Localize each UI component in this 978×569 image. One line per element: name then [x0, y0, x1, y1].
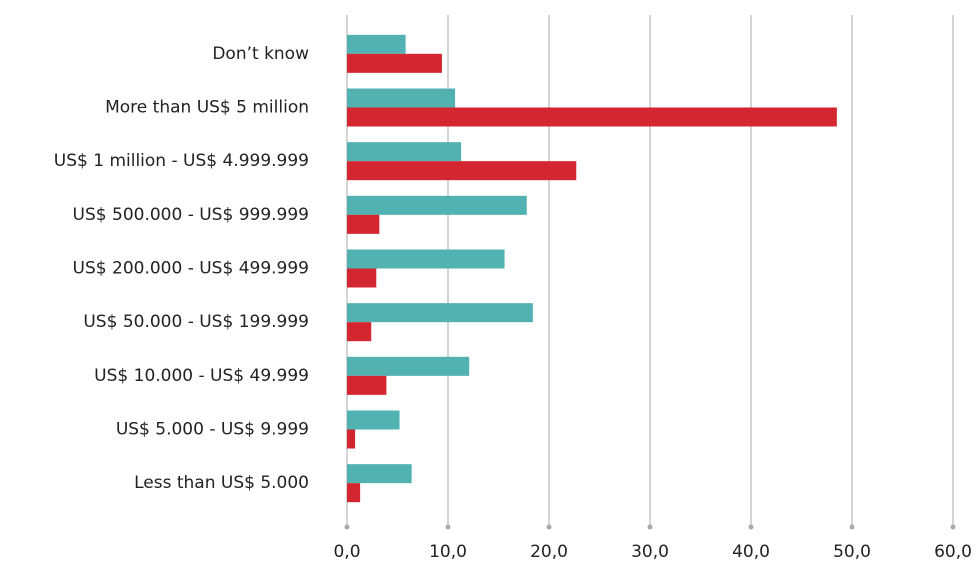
- bar: [347, 322, 372, 342]
- tick-dot: [849, 524, 855, 530]
- y-tick-label: US$ 10.000 - US$ 49.999: [94, 366, 309, 386]
- bar: [347, 483, 361, 503]
- bar: [347, 410, 400, 430]
- x-tick-label: 60,0: [934, 542, 972, 562]
- y-tick-label: US$ 50.000 - US$ 199.999: [83, 312, 309, 332]
- y-tick-label: US$ 5.000 - US$ 9.999: [116, 420, 309, 440]
- x-tick-label: 10,0: [429, 542, 467, 562]
- bar: [347, 88, 456, 108]
- bar: [347, 34, 406, 54]
- bar: [347, 249, 505, 269]
- bar: [347, 356, 470, 376]
- bar: [347, 303, 533, 323]
- x-tick-label: 50,0: [833, 542, 871, 562]
- bar: [347, 375, 387, 395]
- bar: [347, 142, 462, 162]
- tick-dot: [445, 524, 451, 530]
- x-tick-label: 40,0: [732, 542, 770, 562]
- bar: [347, 429, 356, 449]
- tick-dot: [748, 524, 754, 530]
- tick-dot: [950, 524, 956, 530]
- y-tick-label: US$ 200.000 - US$ 499.999: [73, 259, 309, 279]
- tick-dot: [647, 524, 653, 530]
- bar: [347, 107, 837, 127]
- x-tick-label: 30,0: [631, 542, 669, 562]
- tick-dot: [546, 524, 552, 530]
- bar: [347, 161, 577, 181]
- bar: [347, 464, 412, 484]
- y-tick-label: More than US$ 5 million: [105, 98, 309, 118]
- y-tick-label: US$ 1 million - US$ 4.999.999: [54, 151, 309, 171]
- bar: [347, 195, 527, 215]
- x-tick-label: 20,0: [530, 542, 568, 562]
- y-tick-label: US$ 500.000 - US$ 999.999: [73, 205, 309, 225]
- bar: [347, 214, 380, 234]
- x-tick-label: 0,0: [333, 542, 360, 562]
- bar: [347, 53, 442, 73]
- bar: [347, 268, 377, 288]
- tick-dot: [344, 524, 350, 530]
- y-tick-label: Less than US$ 5.000: [134, 473, 309, 493]
- y-tick-label: Don’t know: [212, 44, 309, 64]
